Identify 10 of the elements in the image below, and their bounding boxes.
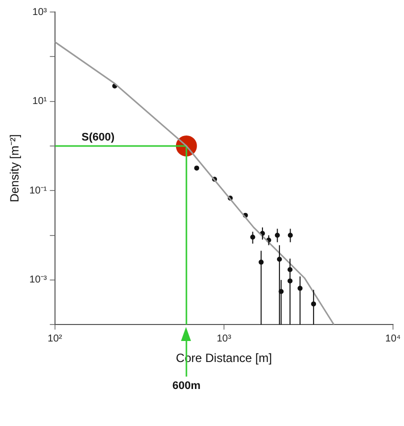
y-tick-label: 10¹ [32, 96, 48, 108]
x-tick-label: 10² [48, 333, 63, 344]
y-tick-label: 10³ [32, 6, 48, 18]
y-tick-label: 10⁻¹ [29, 185, 48, 196]
y-tick-label: 10⁻³ [29, 274, 48, 286]
y-axis-title: Density [m⁻²] [8, 134, 22, 202]
annotation: S(600) [81, 132, 115, 144]
annotation: 600m [172, 380, 201, 392]
x-tick-label: 10⁴ [385, 333, 401, 344]
x-tick-label: 10³ [216, 333, 232, 344]
